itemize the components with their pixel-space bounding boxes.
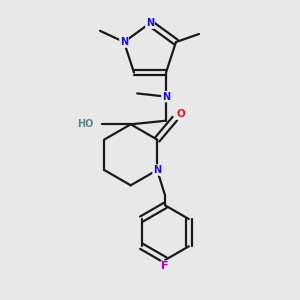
Text: HO: HO (77, 119, 94, 129)
Text: N: N (153, 165, 161, 175)
Text: N: N (120, 37, 128, 47)
Text: N: N (162, 92, 170, 102)
Text: O: O (177, 109, 186, 119)
Text: N: N (146, 18, 154, 28)
Text: F: F (161, 261, 169, 272)
